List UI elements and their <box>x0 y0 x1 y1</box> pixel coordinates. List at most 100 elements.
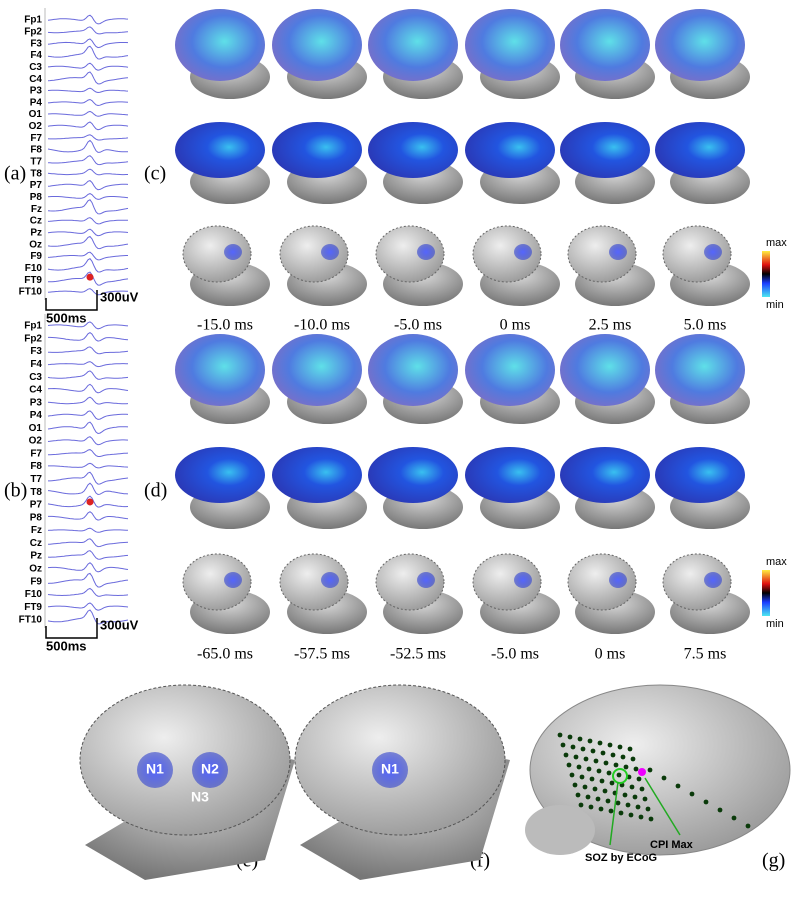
eeg-trace <box>47 251 128 261</box>
source <box>224 572 242 588</box>
colorbar-min: min <box>766 618 784 630</box>
source-label: N2 <box>201 761 219 777</box>
time-label: -65.0 ms <box>197 646 253 663</box>
electrode <box>645 806 651 812</box>
source <box>192 752 228 788</box>
electrode <box>573 754 579 760</box>
electrode <box>648 816 654 822</box>
cortex-map <box>465 122 555 178</box>
eeg-trace <box>47 258 129 273</box>
colorbar-max: max <box>766 556 787 568</box>
channel-label: Fz <box>31 525 42 536</box>
source <box>704 572 722 588</box>
channel-label: C3 <box>29 372 42 383</box>
channel-label: FT10 <box>19 615 43 626</box>
eeg-trace <box>48 449 129 457</box>
channel-label: Fp1 <box>24 321 42 332</box>
eeg-trace <box>47 396 129 405</box>
cortex-map <box>368 447 458 503</box>
brain <box>567 225 637 283</box>
electrode <box>606 770 612 776</box>
electrode <box>633 766 639 772</box>
electrode <box>560 742 566 748</box>
channel-label: Fp2 <box>24 26 42 37</box>
brain <box>182 225 252 283</box>
electrode <box>570 744 576 750</box>
eeg-trace <box>47 495 129 508</box>
time-label: 5.0 ms <box>684 317 727 334</box>
electrode <box>717 807 723 813</box>
amp-scale: 300uV <box>100 289 139 304</box>
source <box>417 244 435 260</box>
channel-label: P4 <box>30 410 43 421</box>
channel-label: F9 <box>30 251 42 262</box>
scale-bar <box>45 618 98 639</box>
eeg-trace <box>47 321 129 330</box>
channel-label: O2 <box>29 121 43 132</box>
electrode <box>622 792 628 798</box>
channel-label: F4 <box>30 50 42 61</box>
electrode <box>600 750 606 756</box>
eeg-trace <box>47 383 129 394</box>
electrode <box>567 734 573 740</box>
eeg-trace <box>47 288 129 296</box>
eeg-trace <box>47 550 129 560</box>
channel-label: FT9 <box>24 275 42 286</box>
source <box>372 752 408 788</box>
channel-label: C4 <box>29 385 42 396</box>
source <box>321 572 339 588</box>
channel-label: Pz <box>30 228 42 239</box>
panel-label: (c) <box>144 163 166 185</box>
scalp-map <box>175 9 265 81</box>
eeg-trace <box>47 538 129 548</box>
brain <box>79 684 291 836</box>
channel-label: F9 <box>30 576 42 587</box>
channel-label: C4 <box>29 74 42 85</box>
cortex-map <box>368 122 458 178</box>
colorbar <box>762 251 770 297</box>
scalp-map <box>465 9 555 81</box>
source <box>514 244 532 260</box>
cortex-map <box>560 447 650 503</box>
cortex-map <box>272 122 362 178</box>
electrode <box>675 783 681 789</box>
brain <box>472 225 542 283</box>
source-label: N1 <box>381 761 399 777</box>
eeg-trace <box>47 361 129 368</box>
electrode <box>661 775 667 781</box>
arrow <box>609 781 619 846</box>
channel-label: F7 <box>30 448 42 459</box>
panel-label: (b) <box>4 480 27 502</box>
channel-label: C3 <box>29 62 42 73</box>
brain <box>375 553 445 611</box>
channel-label: Fz <box>31 204 42 215</box>
channel-label: T7 <box>30 474 42 485</box>
spike-marker <box>86 498 94 506</box>
time-label: 7.5 ms <box>684 646 727 663</box>
channel-label: P7 <box>30 180 43 191</box>
brain <box>662 225 732 283</box>
electrode <box>703 799 709 805</box>
time-label: -10.0 ms <box>294 317 350 334</box>
electrode <box>557 732 563 738</box>
electrode <box>627 746 633 752</box>
electrode <box>745 823 751 829</box>
annotation: SOZ by ECoG <box>585 852 657 864</box>
electrode <box>628 812 634 818</box>
channel-label: Fp1 <box>24 15 42 26</box>
colorbar <box>762 570 770 616</box>
electrode <box>630 756 636 762</box>
channel-label: F7 <box>30 133 42 144</box>
electrode <box>610 752 616 758</box>
brain <box>567 553 637 611</box>
channel-label: P8 <box>30 192 43 203</box>
electrode <box>596 768 602 774</box>
cortex-map <box>465 447 555 503</box>
scalp-map <box>272 9 362 81</box>
electrode <box>638 814 644 820</box>
channel-label: Cz <box>30 538 42 549</box>
electrode <box>607 742 613 748</box>
electrode <box>579 774 585 780</box>
channel-label: P8 <box>30 512 43 523</box>
